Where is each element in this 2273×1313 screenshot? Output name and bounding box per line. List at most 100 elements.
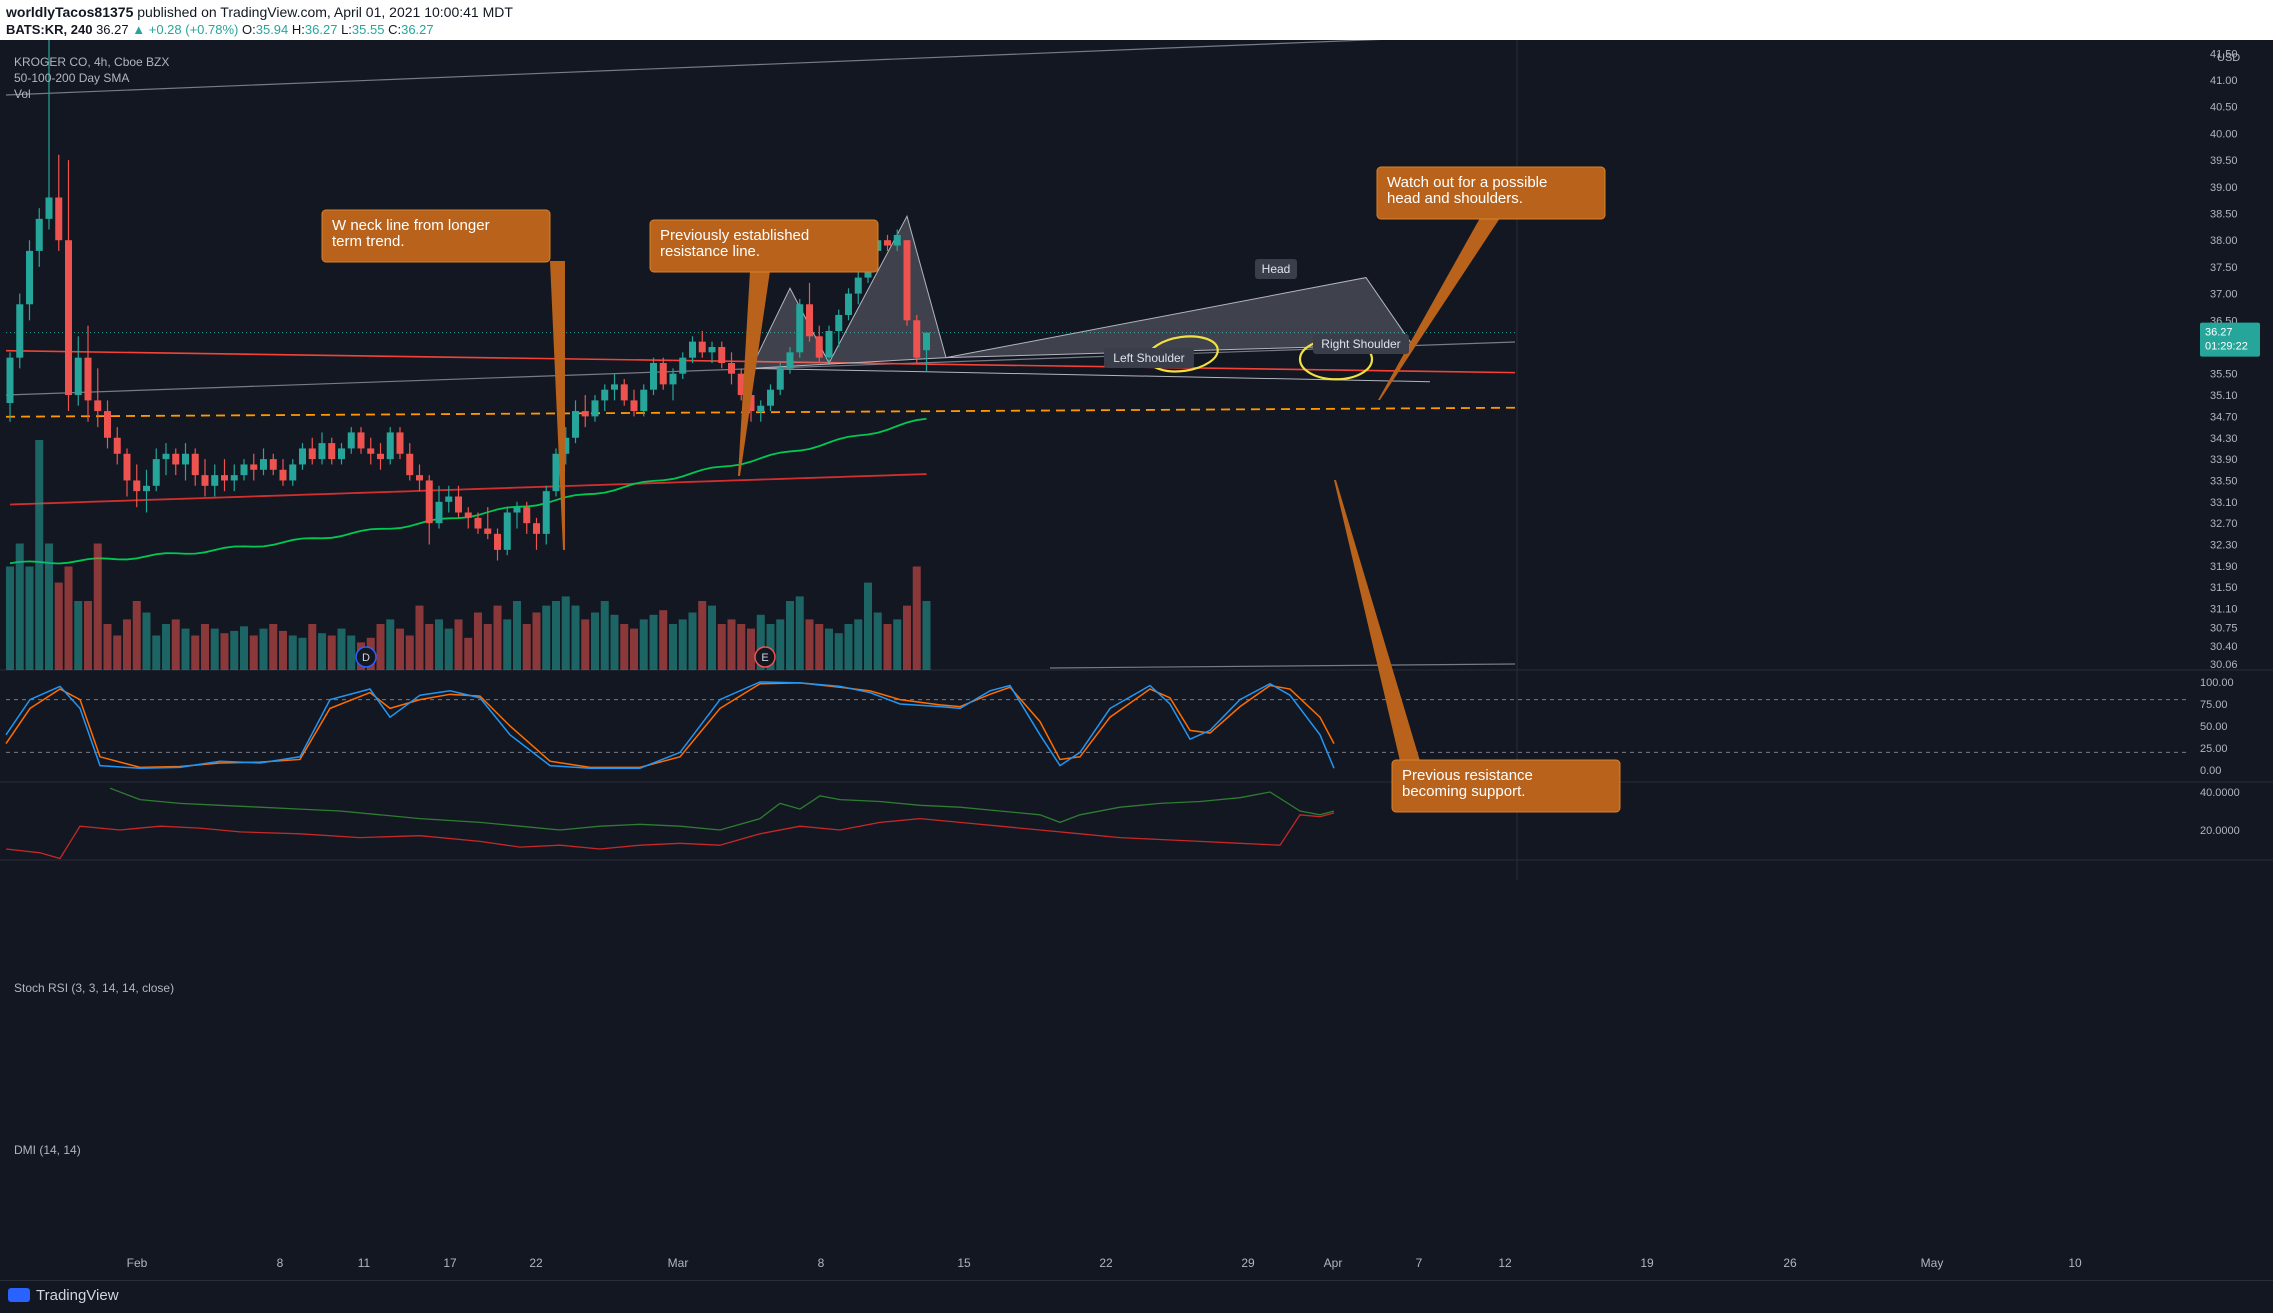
candle[interactable] [357,427,365,454]
candle[interactable] [318,432,326,465]
candle[interactable] [669,368,677,401]
candle[interactable] [757,400,765,422]
candle[interactable] [113,427,121,465]
candle[interactable] [572,400,579,444]
candle[interactable] [630,389,638,417]
candle[interactable] [650,357,657,396]
candle[interactable] [474,512,482,534]
candle[interactable] [162,443,170,476]
candle[interactable] [367,437,375,465]
candle[interactable] [494,528,501,561]
candle[interactable] [698,330,706,358]
candle[interactable] [240,459,248,481]
candle[interactable] [406,443,414,481]
candle[interactable] [825,325,833,364]
candle[interactable] [708,341,716,364]
candle[interactable] [65,160,72,412]
candle[interactable] [123,448,131,497]
candle[interactable] [16,293,24,369]
candle[interactable] [308,437,316,465]
candle[interactable] [845,288,852,321]
candle[interactable] [718,341,726,369]
candle[interactable] [133,464,141,508]
candle[interactable] [172,448,180,476]
candle[interactable] [767,384,774,412]
candle[interactable] [182,443,189,481]
candle[interactable] [591,395,599,422]
candle[interactable] [338,443,345,465]
candle[interactable] [620,379,628,406]
candle[interactable] [913,314,921,364]
candle[interactable] [104,400,111,449]
candle[interactable] [776,363,784,396]
candle[interactable] [533,517,540,550]
candle[interactable] [386,427,394,465]
candle[interactable] [84,325,92,422]
event-marker[interactable]: E [754,646,776,668]
dmi-label[interactable]: DMI (14, 14) [14,1143,81,1157]
candle[interactable] [191,448,199,486]
candle[interactable] [640,384,648,417]
candle[interactable] [221,459,228,492]
candle[interactable] [659,357,667,390]
candle[interactable] [396,427,404,460]
legend-vol[interactable]: Vol [14,87,31,101]
candle[interactable] [923,332,930,372]
candle[interactable] [328,437,336,465]
candle[interactable] [679,352,687,380]
candle[interactable] [737,368,745,401]
candle[interactable] [542,485,550,545]
candle[interactable] [806,282,813,342]
candle[interactable] [835,309,843,347]
legend-sma[interactable]: 50-100-200 Day SMA [14,71,129,85]
candle[interactable] [230,464,238,492]
candle[interactable] [503,507,511,556]
candle[interactable] [94,368,102,428]
author-name[interactable]: worldlyTacos81375 [6,4,134,20]
left-shoulder-label[interactable]: Left Shoulder [1104,348,1194,368]
candle[interactable] [903,240,911,326]
candle[interactable] [728,352,735,385]
candle[interactable] [854,272,862,305]
candle[interactable] [377,443,384,470]
candle[interactable] [552,448,560,497]
candle[interactable] [523,501,531,534]
head-label[interactable]: Head [1255,259,1297,279]
candle[interactable] [26,240,33,321]
candle[interactable] [581,395,589,428]
candle[interactable] [143,469,150,513]
candle[interactable] [211,464,219,497]
candle[interactable] [279,459,287,486]
candle[interactable] [6,352,14,422]
right-shoulder-label[interactable]: Right Shoulder [1313,334,1409,354]
chart-canvas[interactable]: D E 41.50 41.00 40.50 40.00 39.50 39.00 38.50 38… [0,40,2273,1280]
legend-title[interactable]: KROGER CO, 4h, Cboe BZX [14,55,169,69]
candle[interactable] [425,475,433,545]
candle[interactable] [484,507,492,540]
candle[interactable] [611,373,618,401]
candle[interactable] [562,427,570,465]
candle[interactable] [513,501,521,529]
candle[interactable] [35,208,43,267]
event-marker[interactable]: D [355,646,377,668]
candle[interactable] [152,448,160,492]
candle[interactable] [250,453,258,481]
candle[interactable] [884,234,891,251]
candle[interactable] [45,40,53,230]
candle[interactable] [289,459,297,486]
candle[interactable] [416,464,423,492]
candle[interactable] [796,298,804,358]
candle[interactable] [74,336,82,406]
candle[interactable] [464,507,472,529]
candle[interactable] [601,384,609,412]
candle[interactable] [445,485,453,513]
candle[interactable] [815,325,823,364]
candle[interactable] [435,485,443,529]
candle[interactable] [299,443,306,470]
candle[interactable] [260,448,267,476]
candle[interactable] [786,346,794,374]
